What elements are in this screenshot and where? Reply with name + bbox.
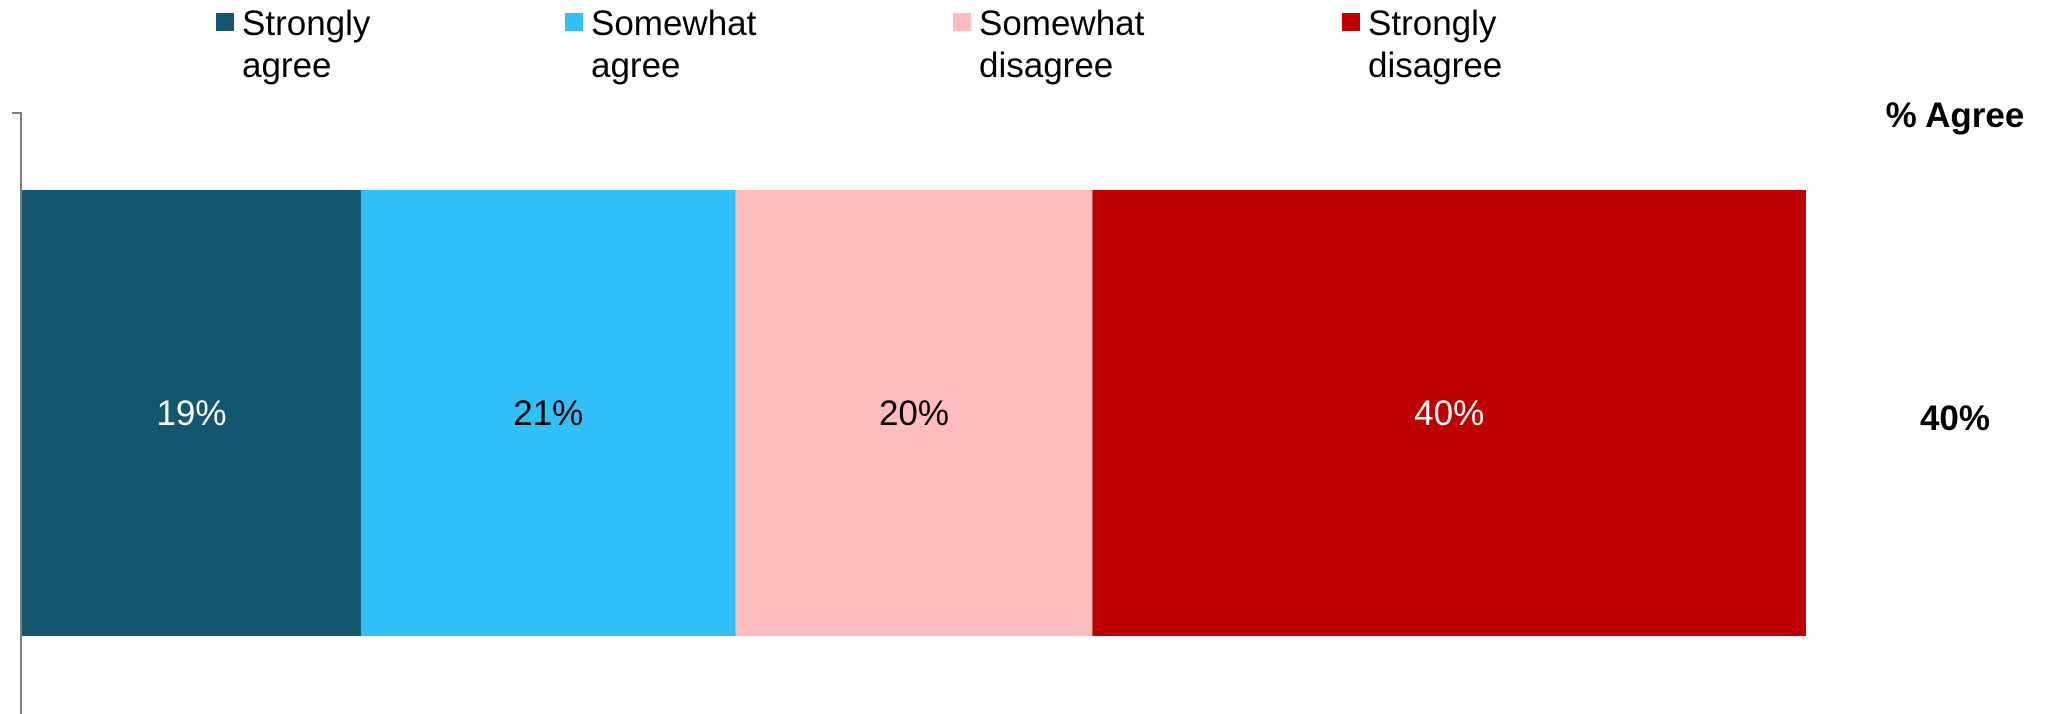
legend-label-line2: disagree (1368, 46, 1502, 85)
legend-label-line2: agree (242, 46, 332, 85)
agree-column: % Agree 40% (1886, 96, 2025, 438)
agree-column-header: % Agree (1886, 96, 2025, 135)
bar-segment-somewhat-disagree (735, 190, 1093, 636)
legend-swatch (953, 13, 971, 31)
bar-segment-strongly-agree (22, 190, 361, 636)
legend-item-strongly-agree: Strongly agree (216, 4, 371, 85)
bar-segments: 19% 21% 20% 40% (22, 190, 1806, 636)
bar-segment-strongly-disagree (1092, 190, 1806, 636)
legend-item-somewhat-disagree: Somewhat disagree (953, 4, 1145, 85)
bar-segment-somewhat-agree (360, 190, 736, 636)
legend-label-line1: Strongly (1368, 4, 1497, 43)
data-label-somewhat-disagree: 20% (879, 394, 949, 433)
legend-label-line1: Somewhat (591, 4, 757, 43)
legend-label-line2: disagree (979, 46, 1113, 85)
data-label-strongly-agree: 19% (156, 394, 226, 433)
legend-swatch (565, 13, 583, 31)
legend-swatch (216, 13, 234, 31)
legend: Strongly agree Somewhat agree Somewhat d… (216, 4, 1502, 85)
category-axis (12, 112, 22, 714)
legend-label-line1: Somewhat (979, 4, 1145, 43)
legend-label-line1: Strongly (242, 4, 371, 43)
legend-swatch (1342, 13, 1360, 31)
data-label-somewhat-agree: 21% (513, 394, 583, 433)
agree-column-value: 40% (1920, 399, 1990, 438)
legend-item-somewhat-agree: Somewhat agree (565, 4, 757, 85)
legend-label-line2: agree (591, 46, 681, 85)
legend-item-strongly-disagree: Strongly disagree (1342, 4, 1502, 85)
data-label-strongly-disagree: 40% (1414, 394, 1484, 433)
